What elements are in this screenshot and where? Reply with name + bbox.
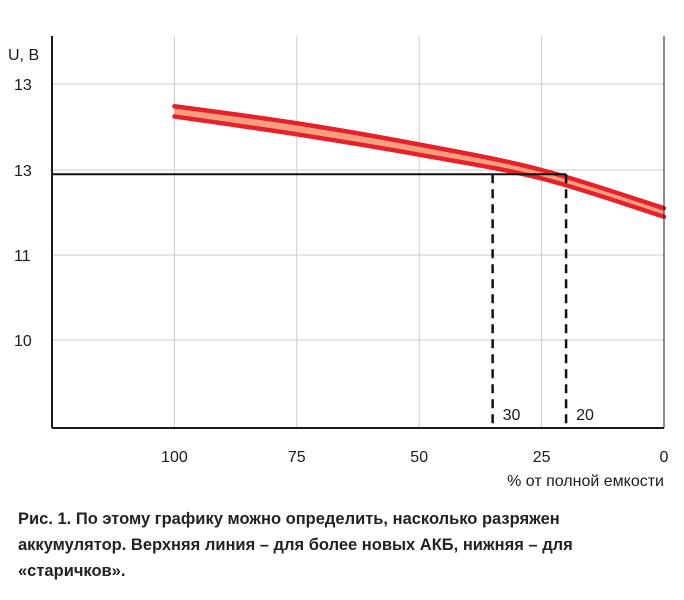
gridlines	[52, 36, 665, 428]
x-tick-label-75: 75	[288, 449, 306, 466]
tick-labels: 13 13 11 10 U, B 100 75 50 25 0 % от полной емкост…	[8, 47, 669, 490]
y-tick-label-2: 11	[14, 248, 31, 265]
axes	[51, 36, 665, 429]
y-tick-label-1: 13	[14, 163, 32, 180]
reference-label-0: 30	[503, 407, 521, 424]
reference-lines: 30 20	[52, 173, 594, 428]
x-tick-label-100: 100	[161, 449, 188, 466]
series-line-lower	[172, 114, 667, 219]
series-line-upper	[172, 104, 667, 211]
y-tick-label-3: 10	[14, 333, 32, 350]
x-axis-label: % от полной емкости	[507, 473, 664, 490]
voltage-band	[172, 104, 667, 219]
discharge-chart: 30 20 13 13 11 10 U, B 100 75 50 25 0 % от полной е…	[8, 36, 669, 490]
figure-caption: Рис. 1. По этому графику можно определит…	[18, 510, 573, 580]
reference-label-1: 20	[576, 407, 594, 424]
x-tick-label-25: 25	[533, 449, 551, 466]
y-axis-label: U, B	[8, 47, 39, 64]
y-tick-label-0: 13	[14, 77, 32, 94]
x-tick-label-0: 0	[660, 449, 669, 466]
x-tick-label-50: 50	[410, 449, 428, 466]
